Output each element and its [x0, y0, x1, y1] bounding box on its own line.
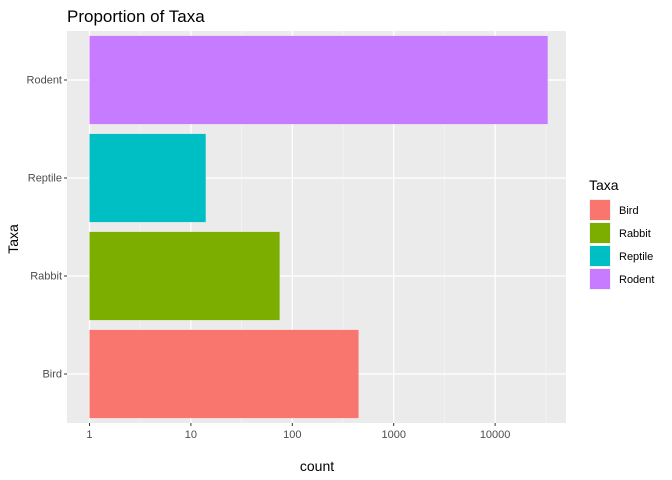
bar-reptile	[89, 133, 206, 223]
x-tick-label: 100	[283, 429, 301, 441]
bar-bird	[89, 329, 359, 419]
bar-rodent	[89, 35, 548, 125]
x-tick-label: 1000	[381, 429, 405, 441]
x-axis: 1 10 100 1000 10000	[86, 423, 510, 441]
legend-label: Bird	[619, 205, 639, 217]
legend-swatch	[590, 269, 610, 289]
legend-swatch	[590, 246, 610, 266]
y-tick-label: Bird	[42, 369, 62, 381]
y-tick-label: Rodent	[27, 75, 62, 87]
x-tick-label: 10	[185, 429, 197, 441]
bar-rabbit	[89, 231, 280, 321]
legend: Taxa Bird Rabbit Reptile Rodent	[589, 177, 654, 290]
x-tick-label: 10000	[480, 429, 511, 441]
y-axis: Bird Rabbit Reptile Rodent	[27, 75, 67, 381]
legend-label: Reptile	[619, 251, 653, 263]
y-tick-label: Reptile	[28, 173, 62, 185]
legend-label: Rodent	[619, 274, 654, 286]
legend-items: Bird Rabbit Reptile Rodent	[589, 199, 654, 290]
y-axis-label: Taxa	[5, 224, 21, 254]
legend-label: Rabbit	[619, 228, 651, 240]
y-tick-label: Rabbit	[30, 271, 62, 283]
x-axis-label: count	[300, 458, 334, 474]
legend-title: Taxa	[589, 177, 619, 193]
legend-swatch	[590, 223, 610, 243]
bars	[89, 35, 548, 419]
chart-title: Proportion of Taxa	[67, 7, 205, 26]
legend-swatch	[590, 200, 610, 220]
x-tick-label: 1	[86, 429, 92, 441]
